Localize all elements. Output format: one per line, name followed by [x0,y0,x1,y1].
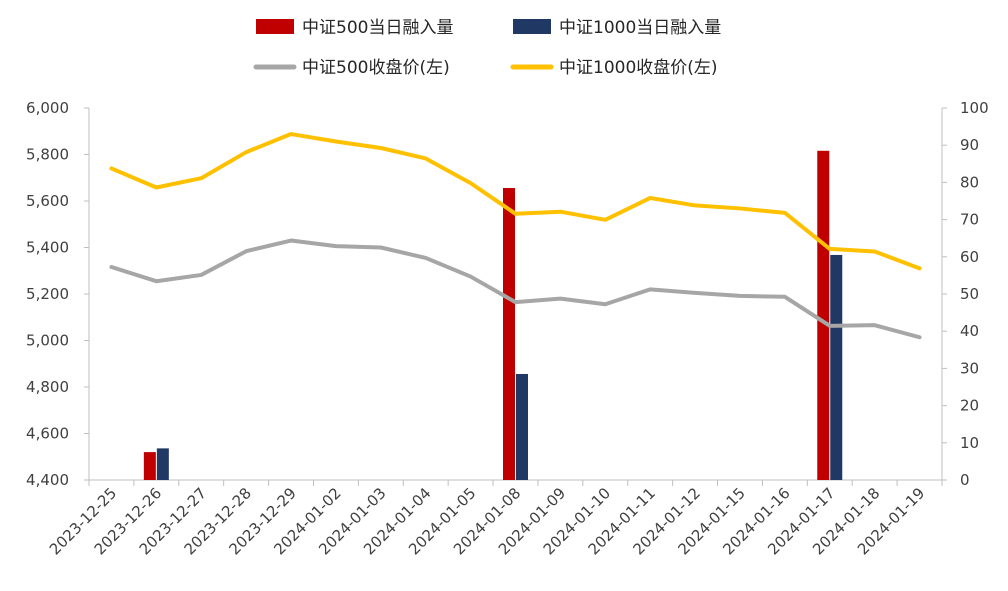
bar-series-2-bar [830,254,843,480]
bar-series-1-bar [817,150,830,480]
line-series-group [109,132,922,340]
bar-series-2-bar [156,448,169,480]
left-tick-label: 5,200 [26,285,69,303]
left-tick-label: 5,000 [26,332,69,350]
bar-series-1-bar [503,187,515,481]
left-tick-label: 5,800 [26,146,69,164]
legend-label: 中证500当日融入量 [302,18,453,38]
left-tick-label: 4,600 [26,425,69,443]
left-tick-label: 5,400 [26,239,69,257]
right-tick-label: 20 [960,397,979,415]
left-tick-label: 4,400 [26,471,69,489]
legend-item-line-1: 中证500收盘价(左) [253,58,450,78]
bar-series-1-bar [143,452,156,480]
legend-swatch [513,19,551,34]
legend-item-line-2: 中证1000收盘价(左) [510,58,718,78]
right-tick-label: 30 [960,359,979,377]
line-series-1 [109,238,922,340]
right-tick-label: 80 [960,173,979,191]
left-tick-label: 6,000 [26,99,69,117]
legend-label: 中证500收盘价(左) [302,58,450,78]
right-tick-label: 10 [960,434,979,452]
legend-swatch [256,19,294,34]
right-tick-label: 40 [960,322,979,340]
left-tick-label: 4,800 [26,378,69,396]
legend-item-bar-1: 中证500当日融入量 [256,18,453,38]
legend-label: 中证1000当日融入量 [559,18,721,38]
left-tick-label: 5,600 [26,192,69,210]
right-tick-label: 50 [960,285,979,303]
legend-label: 中证1000收盘价(左) [559,58,718,78]
right-tick-label: 70 [960,211,979,229]
right-tick-label: 0 [960,471,970,489]
right-tick-label: 60 [960,248,979,266]
bar-series-2-bar [516,373,528,480]
right-tick-label: 100 [960,99,989,117]
legend-item-bar-2: 中证1000当日融入量 [513,18,721,38]
line-series-2 [109,132,922,271]
right-tick-label: 90 [960,136,979,154]
bar-series-group [143,150,843,481]
